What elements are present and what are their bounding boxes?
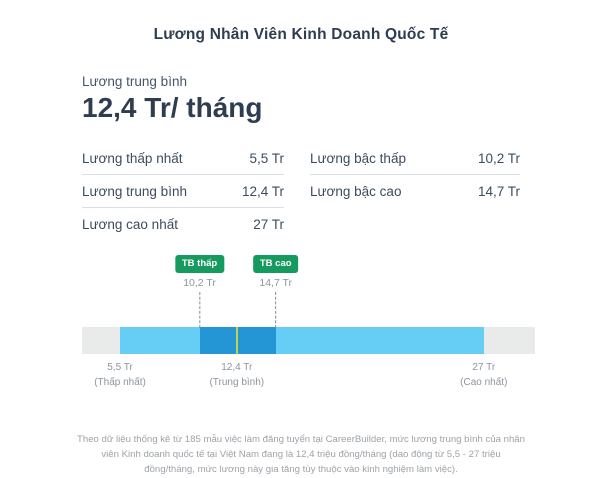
stat-label: Lương trung bình — [82, 183, 187, 199]
stat-label: Lương cao nhất — [82, 217, 178, 232]
page-title: Lương Nhân Viên Kinh Doanh Quốc Tế — [153, 26, 449, 43]
salary-range-chart: TB thấp 10,2 Tr TB cao 14,7 Tr 5,5 Tr (T… — [82, 255, 535, 388]
high-grade-marker: TB cao 14,7 Tr — [252, 255, 299, 328]
table-row: Lương trung bình 12,4 Tr — [82, 175, 284, 208]
axis-caption: (Cao nhất) — [460, 376, 508, 388]
stat-label: Lương thấp nhất — [82, 150, 183, 166]
stat-value: 14,7 Tr — [477, 184, 520, 199]
salary-range-table: Lương thấp nhất 5,5 Tr Lương trung bình … — [82, 142, 284, 241]
table-row: Lương bậc cao 14,7 Tr — [310, 175, 520, 208]
salary-grade-table: Lương bậc thấp 10,2 Tr Lương bậc cao 14,… — [310, 142, 520, 241]
low-grade-value: 10,2 Tr — [183, 277, 216, 289]
axis-value: 12,4 Tr — [221, 362, 253, 373]
table-row: Lương bậc thấp 10,2 Tr — [310, 142, 520, 175]
salary-stats-tables: Lương thấp nhất 5,5 Tr Lương trung bình … — [82, 142, 520, 241]
low-grade-badge: TB thấp — [174, 255, 225, 273]
average-salary-label: Lương trung bình — [82, 74, 187, 89]
footnote: Theo dữ liệu thống kê từ 185 mẫu việc là… — [77, 434, 525, 475]
stat-label: Lương bậc thấp — [310, 150, 406, 166]
axis-label-max: 27 Tr (Cao nhất) — [460, 361, 507, 390]
high-grade-value: 14,7 Tr — [259, 277, 293, 289]
axis-caption: (Trung bình) — [209, 376, 265, 388]
high-grade-badge: TB cao — [252, 255, 299, 273]
axis-label-min: 5,5 Tr (Thấp nhất) — [94, 361, 146, 390]
stat-value: 5,5 Tr — [249, 150, 284, 166]
stat-label: Lương bậc cao — [310, 184, 402, 199]
axis-caption: (Thấp nhất) — [94, 376, 146, 388]
low-grade-marker: TB thấp 10,2 Tr — [174, 255, 225, 328]
dashed-line — [275, 292, 277, 328]
stat-value: 12,4 Tr — [241, 183, 284, 199]
average-salary-summary: Lương trung bình 12,4 Tr/ tháng — [82, 74, 602, 124]
bar-track — [82, 327, 535, 354]
average-marker-line — [235, 327, 238, 354]
axis-label-average: 12,4 Tr (Trung bình) — [209, 361, 264, 390]
bar-salary-range — [120, 327, 484, 354]
stat-value: 27 Tr — [253, 217, 284, 232]
average-salary-value: 12,4 Tr/ tháng — [82, 92, 263, 123]
stat-value: 10,2 Tr — [477, 150, 520, 166]
salary-report-page: Lương Nhân Viên Kinh Doanh Quốc Tế Lương… — [77, 26, 602, 475]
table-row: Lương thấp nhất 5,5 Tr — [82, 142, 284, 175]
axis-value: 5,5 Tr — [107, 362, 133, 373]
table-row: Lương cao nhất 27 Tr — [82, 208, 284, 241]
axis-value: 27 Tr — [472, 362, 496, 373]
dashed-line — [199, 292, 201, 328]
